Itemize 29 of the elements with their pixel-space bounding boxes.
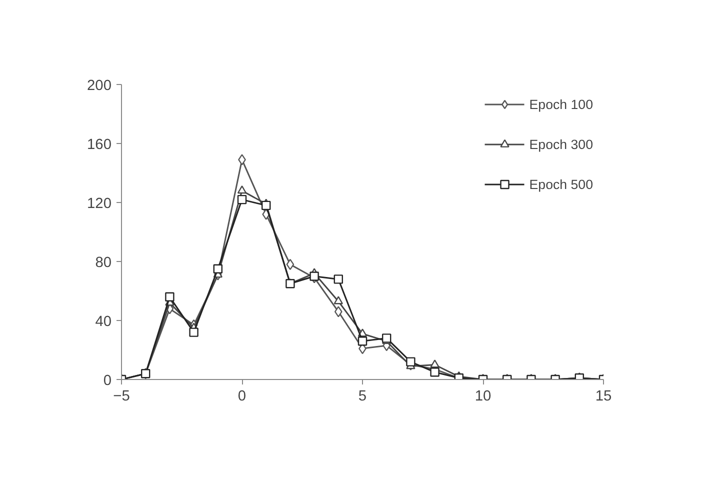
point (334, 306, 342, 318)
point (262, 200, 271, 210)
point (334, 274, 343, 284)
x-tick-label: 5 (358, 388, 367, 404)
point (189, 328, 198, 337)
point (286, 258, 294, 270)
point (430, 368, 440, 377)
y-tick-label: 0 (103, 373, 112, 389)
point (334, 296, 343, 304)
x-tick-label: 0 (238, 388, 246, 404)
y-tick-label: 160 (87, 137, 112, 153)
x-tick-label: 10 (474, 388, 492, 404)
legend-label: Epoch 300 (529, 136, 593, 152)
y-tick-label: 200 (87, 78, 112, 94)
point (213, 264, 222, 274)
legend-label: Epoch 100 (529, 96, 593, 112)
y-tick-label: 40 (95, 314, 112, 330)
x-tick-label: 15 (595, 388, 612, 404)
point (165, 292, 174, 302)
y-tick-label: 80 (95, 255, 112, 271)
point (358, 336, 368, 346)
point (406, 357, 416, 366)
point (430, 360, 440, 368)
point (310, 272, 319, 281)
y-tick-label: 120 (87, 196, 112, 212)
x-tick-label: −5 (113, 388, 130, 404)
point (237, 194, 247, 204)
legend-label: Epoch 500 (529, 176, 593, 192)
point (237, 185, 247, 194)
